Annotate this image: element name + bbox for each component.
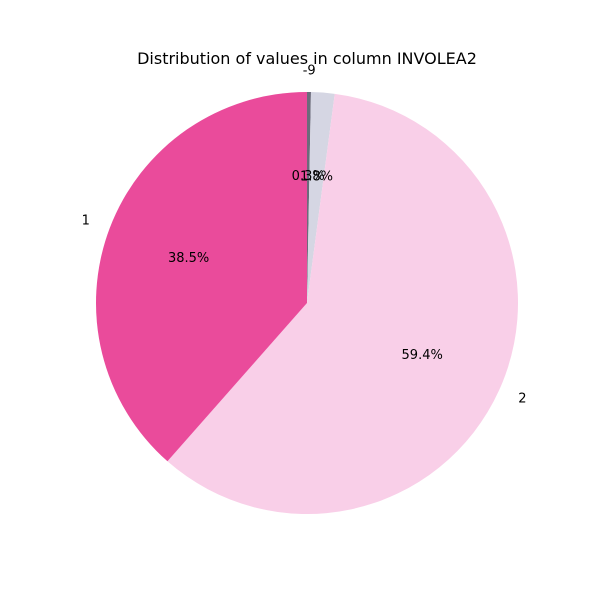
pie-slice — [307, 92, 311, 303]
pie-slice — [96, 92, 307, 462]
slice-category-label: 1 — [82, 214, 90, 229]
slice-percent-label: 38.5% — [168, 251, 209, 266]
pie-slices — [96, 92, 518, 514]
slice-percent-label: 1.8% — [300, 169, 333, 184]
slice-percent-label: 59.4% — [402, 348, 443, 363]
pie-labels: -9 0.3%1.8% 2 59.4% 1 38.5% — [82, 63, 527, 406]
pie-slice — [167, 93, 518, 514]
pie-slice — [307, 92, 335, 303]
chart-title: Distribution of values in column INVOLEA… — [137, 49, 477, 68]
slice-category-label: -9 — [303, 63, 316, 78]
slice-percent-label: 0.3% — [292, 169, 325, 184]
slice-category-label: 2 — [518, 392, 526, 407]
